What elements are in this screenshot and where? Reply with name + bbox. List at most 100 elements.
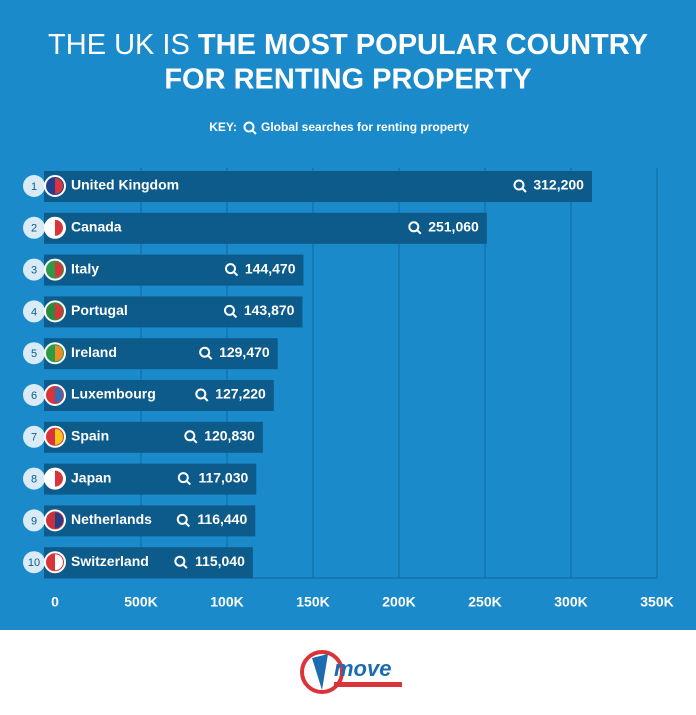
x-tick-label: 100K <box>210 594 243 610</box>
flag-detail <box>55 219 63 236</box>
rank-label: 3 <box>31 265 37 277</box>
bar <box>44 212 487 244</box>
search-icon <box>408 221 422 235</box>
value-label: 312,200 <box>533 177 584 193</box>
flag-detail <box>55 261 63 278</box>
category-label: Luxembourg <box>71 386 156 402</box>
search-icon-handle <box>521 187 527 193</box>
flag-detail <box>55 303 63 320</box>
category-label: Portugal <box>71 302 128 318</box>
category-label: Netherlands <box>71 511 152 527</box>
search-icon-handle <box>203 396 209 402</box>
category-label: Ireland <box>71 344 117 360</box>
x-tick-label: 500K <box>124 594 157 610</box>
category-label: Spain <box>71 428 109 444</box>
rank-badge <box>23 258 45 281</box>
search-icon-handle <box>416 229 422 235</box>
search-icon-handle <box>233 271 239 277</box>
flag-detail <box>55 470 63 487</box>
value-label: 143,870 <box>244 302 295 318</box>
category-label: United Kingdom <box>71 177 179 193</box>
rank-badge <box>23 384 45 406</box>
flag-detail <box>55 387 63 403</box>
key-label: KEY: <box>209 120 237 134</box>
rank-badge <box>23 216 45 239</box>
x-tick-label: 350K <box>640 594 673 610</box>
search-icon-lens <box>224 263 236 275</box>
rank-badge <box>23 467 45 490</box>
search-icon-lens <box>195 388 207 400</box>
search-icon-handle <box>192 438 198 444</box>
bar <box>44 171 592 202</box>
search-icon <box>184 430 198 444</box>
category-label: Switzerland <box>71 553 149 569</box>
bar <box>44 380 274 411</box>
bar <box>44 338 278 370</box>
search-icon-lens <box>184 430 196 442</box>
search-icon-handle <box>182 563 188 569</box>
rank-label: 7 <box>31 432 37 444</box>
chart-title: FOR RENTING PROPERTY <box>164 64 531 96</box>
search-icon <box>223 304 238 319</box>
x-tick-label: 200K <box>382 594 415 610</box>
bar <box>44 505 256 537</box>
chart-title: THE UK IS THE MOST POPULAR COUNTRY <box>48 29 648 61</box>
search-icon <box>224 263 239 277</box>
search-icon-lens <box>174 555 186 567</box>
category-label: Canada <box>71 219 122 235</box>
bar <box>44 547 253 579</box>
key-text: Global searches for renting property <box>261 120 469 134</box>
category-label: Japan <box>71 469 111 485</box>
value-label: 120,830 <box>204 428 255 444</box>
flag-detail <box>55 428 63 445</box>
rank-badge <box>23 425 45 448</box>
search-icon-lens <box>176 513 188 525</box>
search-icon-handle <box>207 354 213 360</box>
search-icon-lens <box>177 472 189 484</box>
key-icon <box>243 121 257 135</box>
rank-badge <box>23 509 45 532</box>
search-icon <box>174 555 188 569</box>
title-bold: THE MOST POPULAR COUNTRY <box>198 29 648 61</box>
flag-detail <box>55 345 63 362</box>
x-tick-label: 150K <box>296 594 329 610</box>
search-icon <box>176 513 190 528</box>
search-icon-handle <box>186 480 191 486</box>
search-icon-lens <box>199 346 211 358</box>
rank-badge <box>23 551 45 574</box>
bar <box>44 463 257 495</box>
search-icon <box>195 388 209 402</box>
rank-label: 8 <box>31 474 37 486</box>
rank-label: 6 <box>31 390 37 402</box>
search-icon-lens <box>408 221 420 233</box>
rank-label: 2 <box>31 223 37 235</box>
flag-detail <box>55 178 63 194</box>
search-icon-handle <box>185 522 190 528</box>
value-label: 115,040 <box>195 553 245 569</box>
value-label: 117,030 <box>198 469 248 485</box>
flag-detail <box>55 512 63 529</box>
logo-text: move <box>334 656 391 681</box>
search-icon <box>513 179 527 193</box>
value-label: 127,220 <box>215 386 266 402</box>
value-label: 251,060 <box>428 219 479 235</box>
value-label: 116,440 <box>197 511 247 527</box>
search-icon-lens <box>223 304 235 316</box>
rank-label: 4 <box>31 306 37 318</box>
rank-label: 10 <box>28 557 40 569</box>
rank-label: 9 <box>31 515 37 527</box>
search-icon <box>199 346 213 360</box>
value-label: 129,470 <box>219 344 270 360</box>
bar <box>44 296 303 328</box>
flag-detail <box>55 554 63 571</box>
x-tick-label: 250K <box>468 594 501 610</box>
search-icon <box>177 472 191 486</box>
x-tick-label: 300K <box>554 594 587 610</box>
search-icon-lens <box>513 179 525 191</box>
rank-badge <box>23 300 45 323</box>
rank-badge <box>23 175 45 197</box>
rank-badge <box>23 342 45 365</box>
title-light: THE UK IS <box>48 29 190 61</box>
